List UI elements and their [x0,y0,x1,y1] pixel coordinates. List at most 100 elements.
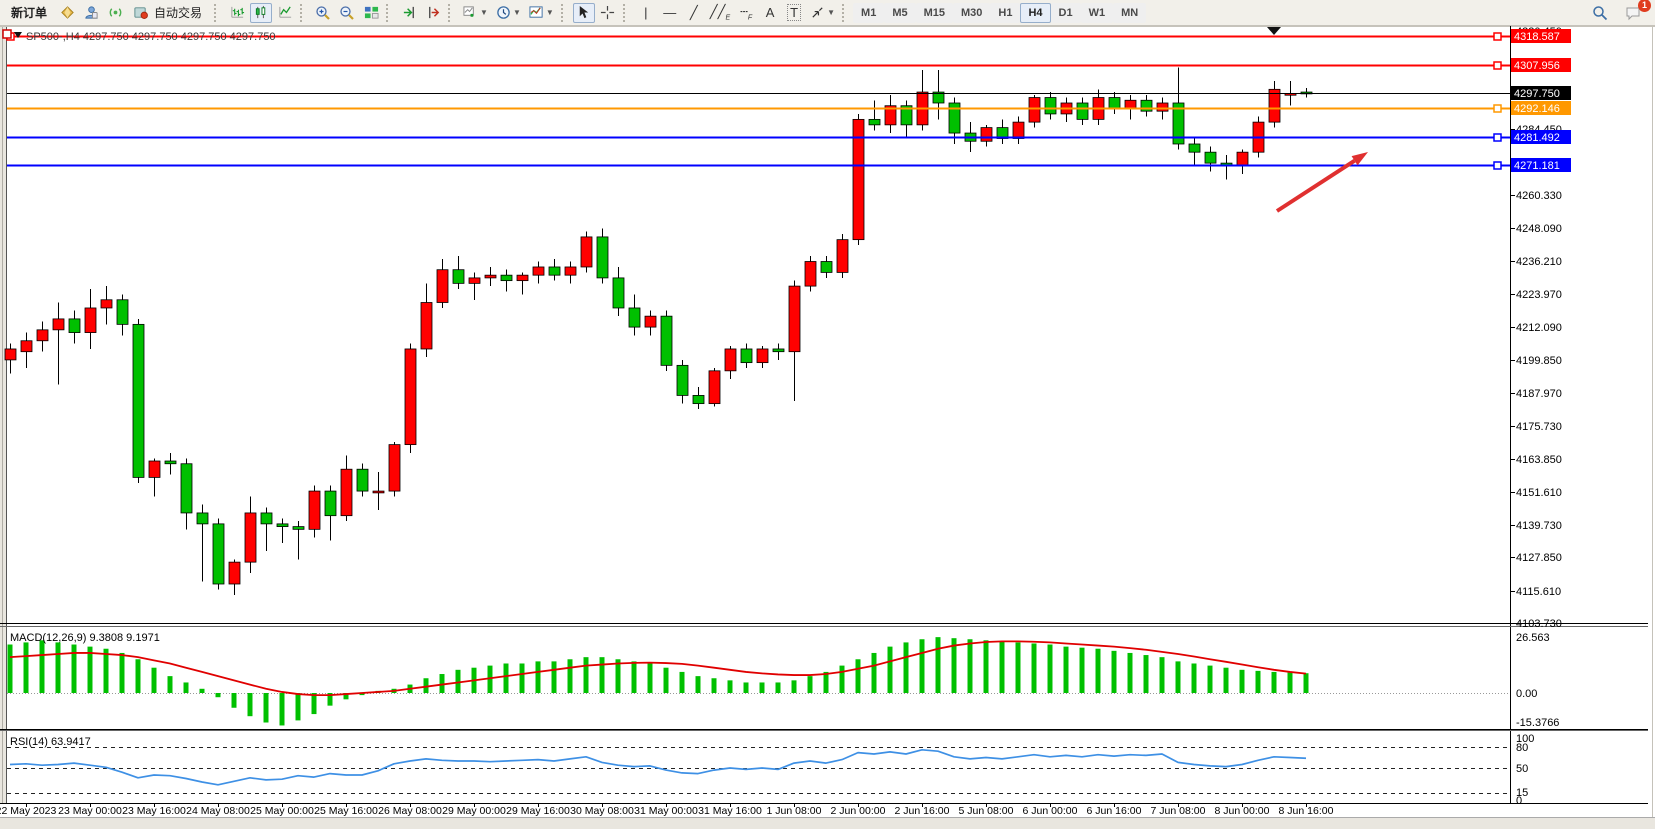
timeframe-MN[interactable]: MN [1113,2,1147,23]
candlestick [756,348,769,364]
fibonacci-tool-button[interactable]: ┄F [735,3,757,23]
candlestick [1140,99,1153,112]
line-handle[interactable] [1493,32,1502,41]
zoom-in-button[interactable] [312,3,334,23]
toolbar-grip[interactable] [622,3,629,22]
line-handle[interactable] [1493,61,1502,70]
macd-signal-line [9,640,1307,697]
candlestick [612,277,625,309]
macd-histogram-bar [247,693,253,717]
vertical-line-tool-button[interactable]: | [635,3,657,23]
macd-histogram-bar [231,693,237,708]
candlestick [676,364,689,396]
macd-histogram-bar [583,657,589,693]
signals-button[interactable] [104,3,126,23]
price-badge [1511,29,1571,43]
timeframe-D1[interactable]: D1 [1050,2,1081,23]
label-tool-button[interactable]: T [783,3,805,23]
macd-histogram-bar [967,639,973,693]
price-tick-label: 4115.610 [1516,586,1561,598]
templates-button[interactable]: ▼ [526,3,557,23]
zoom-out-button[interactable] [336,3,358,23]
profile-button[interactable] [80,3,102,23]
macd-histogram-bar [727,680,733,693]
line-handle[interactable] [1493,161,1502,170]
toolbar-grip[interactable] [300,3,306,22]
line-chart-button[interactable] [274,3,296,23]
timeframe-M15[interactable]: M15 [915,2,954,23]
candlestick [548,266,561,276]
rsi-axis-label: 15 [1516,787,1528,799]
trendline-tool-button[interactable]: ╱ [683,3,705,23]
auto-trading-label: 自动交易 [154,6,203,20]
arrow-object[interactable] [1275,159,1356,213]
macd-histogram-bar [1223,667,1229,693]
chart-shift-marker[interactable] [1267,27,1281,35]
notifications-button[interactable]: 1 [1622,0,1651,23]
timeframe-H1[interactable]: H1 [990,2,1021,23]
rsi-axis-label: 0 [1516,795,1522,807]
auto-scroll-button[interactable] [398,3,420,23]
timeframe-H4[interactable]: H4 [1020,2,1051,23]
gem-button[interactable] [56,3,78,23]
line-handle[interactable] [1493,104,1502,113]
chart-shift-button[interactable] [422,3,444,23]
timeframe-M5[interactable]: M5 [884,2,916,23]
crosshair-button[interactable] [597,3,619,23]
candlestick [740,348,753,364]
line-handle[interactable] [1493,133,1502,142]
new-order-button[interactable]: 新订单 [4,3,54,23]
candlestick [1188,143,1201,153]
toolbar-grip[interactable] [560,3,567,22]
candlestick [4,348,17,361]
price-axis[interactable] [1511,26,1651,803]
timeframe-W1[interactable]: W1 [1080,2,1114,23]
cursor-button[interactable] [572,2,595,23]
vertical-line-icon: | [644,5,648,20]
macd-histogram-bar [1191,663,1197,693]
candlestick [20,340,33,353]
macd-histogram-bar [23,642,29,693]
toolbar-grip[interactable] [842,3,848,22]
macd-histogram-bar [1207,665,1213,693]
text-tool-button[interactable]: A [759,3,781,23]
candlestick [148,460,161,478]
price-badge-label: 4271.181 [1514,160,1560,172]
arrow-object-head[interactable] [1351,152,1368,166]
bar-chart-icon [230,5,245,20]
candlestick [1124,99,1137,109]
candlestick [180,463,193,514]
horizontal-line-tool-button[interactable]: — [659,3,681,23]
toolbar-grip[interactable] [214,3,220,22]
macd-histogram-bar [359,693,365,696]
search-button[interactable] [1589,3,1611,23]
toolbar-grip[interactable] [448,3,454,22]
candlestick [692,395,705,405]
macd-histogram-bar [343,693,349,700]
arrows-tool-button[interactable]: ▼ [807,3,838,23]
line-handle[interactable] [2,29,12,39]
candlestick [1204,151,1217,164]
time-axis[interactable] [7,804,1510,817]
macd-histogram-bar [119,652,125,693]
candlestick-chart-button[interactable] [250,2,273,23]
channel-tool-button[interactable]: ╱╱E [707,3,733,23]
auto-trading-button[interactable]: 自动交易 [128,3,210,23]
candlestick [820,261,833,273]
window-bottom-edge [0,817,1655,829]
macd-histogram-bar [263,693,269,723]
macd-histogram-bar [807,676,813,693]
bar-chart-button[interactable] [226,3,248,23]
tile-windows-button[interactable] [360,3,382,23]
timeframe-M30[interactable]: M30 [953,2,991,23]
periods-button[interactable]: ▼ [493,3,524,23]
indicators-button[interactable]: ▼ [460,3,491,23]
candlestick [532,266,545,276]
toolbar-grip[interactable] [386,3,392,22]
candlestick [196,512,209,525]
search-icon [1592,5,1608,21]
macd-histogram-bar [631,661,637,693]
macd-histogram-bar [791,680,797,693]
candlestick [292,526,305,530]
timeframe-M1[interactable]: M1 [853,2,885,23]
